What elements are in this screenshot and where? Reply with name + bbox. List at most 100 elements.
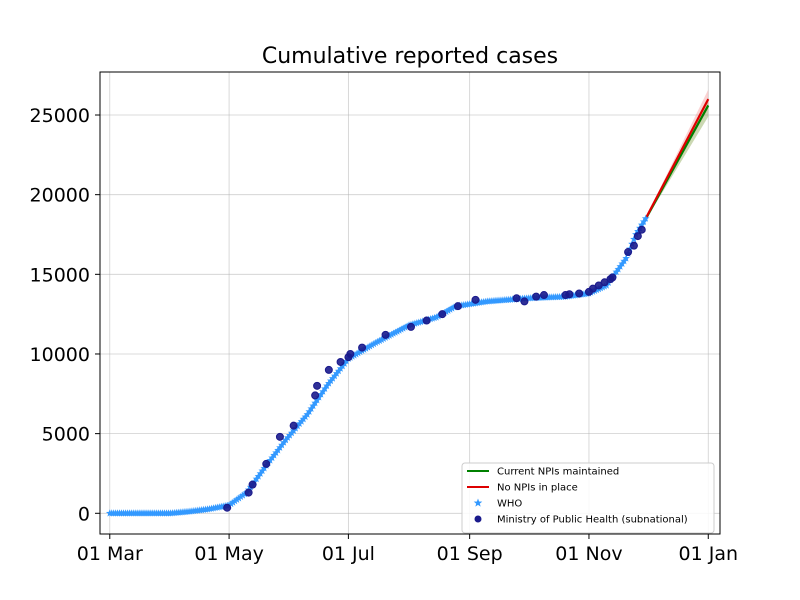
- who-point: [630, 235, 638, 243]
- who-point: [403, 322, 411, 330]
- x-tick-label: 01 Jan: [679, 543, 739, 565]
- y-tick-label: 10000: [30, 344, 90, 366]
- ministry-of-public-health-subnational-point: [336, 357, 345, 366]
- y-tick-label: 20000: [30, 185, 90, 207]
- who-point: [238, 491, 247, 499]
- x-tick-label: 01 May: [194, 543, 264, 565]
- ministry-of-public-health-subnational-point: [289, 421, 298, 430]
- who-point: [395, 326, 404, 334]
- legend: Current NPIs maintained No NPIs in place W…: [461, 462, 715, 534]
- x-tick-label: 01 Jul: [322, 543, 375, 565]
- legend-label: Ministry of Public Health (subnational): [497, 515, 688, 526]
- who-point: [448, 304, 456, 312]
- who-point: [371, 338, 380, 347]
- who-point: [364, 343, 372, 351]
- who-point: [446, 305, 454, 313]
- ministry-of-public-health-subnational-point: [406, 322, 415, 331]
- ministry-of-public-health-subnational-point: [629, 241, 638, 250]
- legend-box: [461, 462, 715, 534]
- ministry-of-public-health-subnational-point: [346, 349, 355, 358]
- ministry-of-public-health-subnational-point: [262, 459, 271, 468]
- ministry-of-public-health-subnational-point: [520, 297, 529, 306]
- who-point: [233, 495, 241, 503]
- who-point: [387, 330, 396, 338]
- ministry-of-public-health-subnational-point: [381, 330, 390, 339]
- ministry-of-public-health-subnational-point: [324, 365, 333, 374]
- ministry-of-public-health-subnational-point: [438, 310, 447, 319]
- who-point: [622, 254, 630, 262]
- legend-label: WHO: [497, 499, 522, 510]
- ministry-of-public-health-subnational-point: [608, 273, 617, 282]
- who-point: [434, 312, 443, 320]
- who-point: [391, 328, 400, 336]
- who-point: [377, 335, 386, 343]
- who-point: [235, 494, 243, 502]
- ministry-of-public-health-subnational-point: [453, 302, 462, 311]
- ministry-of-public-health-subnational-point: [565, 290, 574, 299]
- who-point: [641, 214, 650, 222]
- who-point: [373, 337, 382, 346]
- ministry-of-public-health-subnational-point: [422, 316, 431, 325]
- who-point: [356, 347, 364, 356]
- ministry-of-public-health-subnational-point: [532, 292, 541, 301]
- y-tick-label: 25000: [30, 105, 90, 127]
- who-point: [350, 351, 359, 359]
- forecast-lines: [638, 98, 710, 231]
- y-tick-label: 15000: [30, 264, 90, 286]
- y-tick-label: 0: [78, 503, 90, 525]
- ministry-of-public-health-subnational-point: [539, 291, 548, 300]
- plot-frame: [99, 71, 721, 535]
- no-npis-in-place-line: [638, 98, 710, 231]
- who-point: [432, 313, 441, 321]
- who-point: [366, 342, 374, 350]
- ministry-of-public-health-subnational-point: [358, 343, 367, 352]
- who-point: [231, 497, 239, 505]
- ministry-of-public-health-subnational-point: [313, 381, 322, 390]
- x-tick-label: 01 Mar: [77, 543, 143, 565]
- who-point: [399, 324, 407, 332]
- ministry-of-public-health-subnational-point: [248, 480, 257, 489]
- who-legend-swatch: [473, 498, 483, 507]
- ministry-of-public-health-subnational-point: [575, 289, 584, 298]
- x-tick-label: 01 Nov: [555, 543, 622, 565]
- ministry-of-public-health-subnational-point: [244, 488, 253, 497]
- who-point: [237, 492, 245, 501]
- x-tick-label: 01 Sep: [437, 543, 503, 565]
- who-point: [240, 490, 249, 498]
- who-point: [626, 244, 634, 253]
- ministry-of-public-health-subnational-point: [624, 248, 633, 257]
- who-point: [389, 329, 398, 337]
- ministry-of-public-health-subnational-point: [633, 232, 642, 241]
- ministry-of-public-health-subnational-point: [223, 503, 232, 512]
- who-point: [393, 327, 402, 335]
- who-point: [598, 283, 607, 291]
- who-point: [592, 285, 601, 294]
- ministry-of-public-health-subnational-point: [637, 225, 646, 234]
- data-points: [105, 214, 650, 517]
- legend-label: Current NPIs maintained: [497, 467, 619, 478]
- who-point: [444, 306, 452, 314]
- who-point: [352, 350, 361, 358]
- no-npis-in-place-band: [639, 89, 709, 230]
- chart-title: Cumulative reported cases: [262, 44, 558, 69]
- who-point: [227, 499, 235, 508]
- y-axis: 0 5000 10000 15000 20000 25000: [30, 105, 100, 525]
- who-point: [375, 336, 384, 344]
- x-axis: 01 Mar 01 May 01 Jul 01 Sep 01 Nov 01 Jan: [77, 534, 738, 565]
- y-tick-label: 5000: [42, 424, 90, 446]
- legend-label: No NPIs in place: [497, 483, 578, 494]
- ministry-of-public-health-subnational-point: [471, 295, 480, 304]
- ministry-of-public-health-subnational-point: [311, 391, 320, 400]
- who-point: [370, 339, 378, 348]
- ministry-of-public-health-subnational-point: [275, 432, 284, 441]
- who-point: [368, 341, 376, 349]
- ministry-of-public-health-subnational-legend-swatch: [474, 515, 482, 523]
- who-point: [229, 498, 237, 506]
- who-point: [397, 325, 405, 333]
- who-point: [401, 323, 409, 331]
- who-point: [354, 349, 362, 357]
- who-point: [442, 307, 450, 315]
- ministry-of-public-health-subnational-point: [512, 294, 521, 303]
